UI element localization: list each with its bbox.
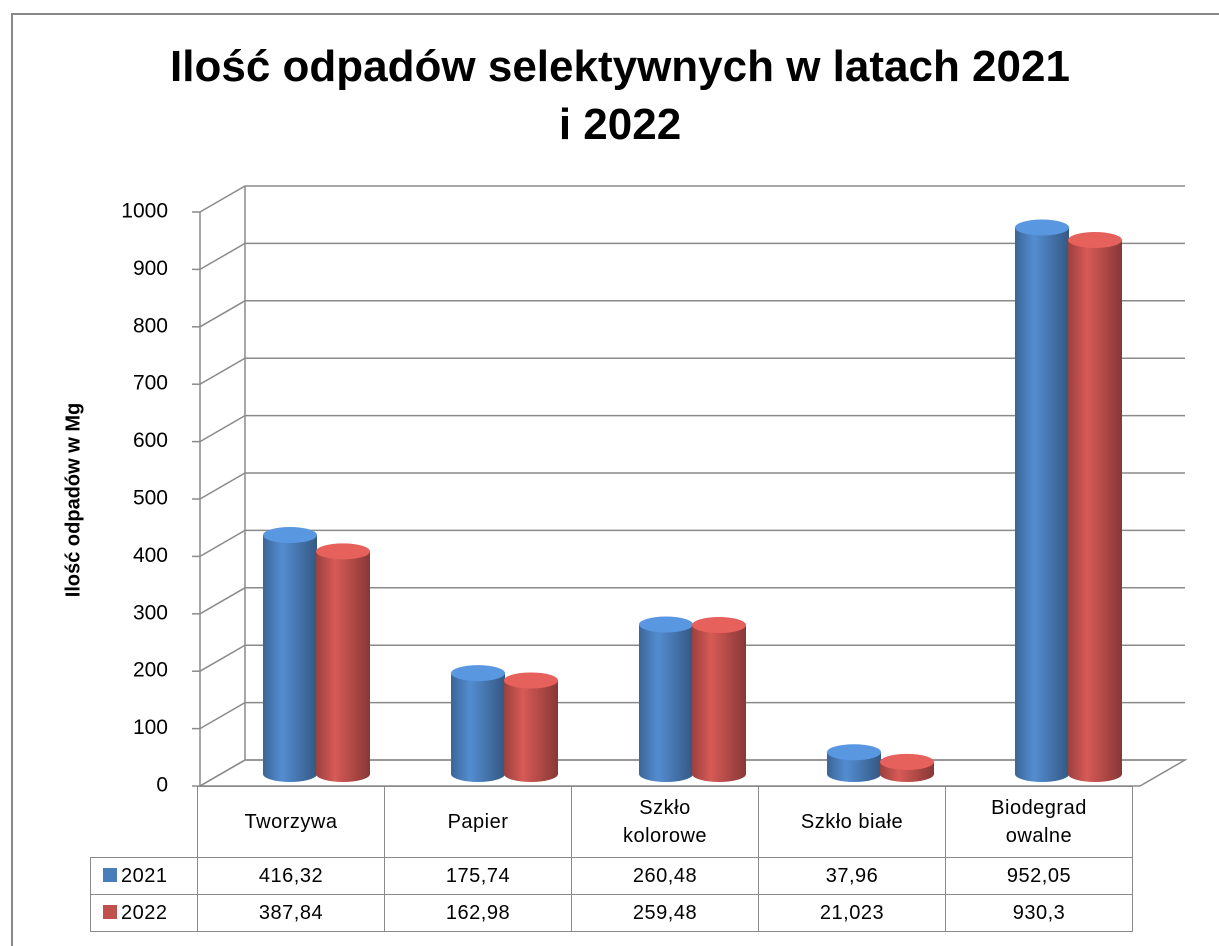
bar-body — [692, 625, 746, 782]
bar — [1015, 219, 1069, 782]
bar-body — [504, 680, 558, 782]
grid-line — [199, 185, 1185, 213]
grid-line — [199, 242, 1185, 271]
chart-title: Ilość odpadów selektywnych w latach 2021… — [170, 42, 1070, 149]
bar-top — [451, 665, 505, 682]
y-tick-label: 600 — [133, 429, 168, 452]
y-tick-label: 0 — [156, 774, 168, 797]
bar-body — [1068, 240, 1122, 782]
category-cell: Tworzywa — [197, 786, 385, 858]
category-label: Szkło kolorowe — [622, 797, 708, 847]
bar-top — [263, 527, 317, 544]
value-cell: 21,023 — [758, 894, 946, 932]
bar — [504, 672, 558, 782]
bar-top — [880, 753, 934, 770]
value-cell: 37,96 — [758, 857, 946, 895]
y-tick-label: 200 — [133, 659, 168, 682]
value-cell: 260,48 — [571, 857, 759, 895]
data-table: Tworzywa Papier Szkło kolorowe Szkło białe B… — [90, 786, 1133, 932]
value-cell: 175,74 — [384, 857, 572, 895]
table-corner — [90, 786, 198, 858]
y-tick-label: 500 — [133, 487, 168, 510]
y-axis-label: Ilość odpadów w Mg — [62, 403, 84, 597]
grid-line — [199, 587, 1185, 615]
value-cell: 162,98 — [384, 894, 572, 932]
y-tick-label: 700 — [133, 372, 168, 395]
bar — [880, 753, 934, 782]
category-cell: Papier — [384, 786, 572, 858]
category-cell: Szkło białe — [758, 786, 946, 858]
grid-line — [199, 300, 1185, 328]
y-tick-label: 900 — [133, 257, 168, 280]
bar-top — [504, 672, 558, 689]
value-cell: 416,32 — [197, 857, 385, 895]
grid-line — [199, 701, 1185, 730]
category-label: Papier — [447, 811, 509, 833]
legend-label: 2021 — [121, 864, 168, 887]
bar-top — [639, 616, 693, 633]
bar — [692, 617, 746, 782]
category-cell: Szkło kolorowe — [571, 786, 759, 858]
bar — [1068, 232, 1122, 782]
frame — [11, 13, 1219, 946]
bar-body — [451, 673, 505, 782]
grid-line — [199, 472, 1185, 500]
legend-swatch — [103, 867, 117, 882]
y-tick-label: 400 — [133, 544, 168, 567]
category-label: Tworzywa — [244, 811, 338, 833]
bar-body — [316, 551, 370, 782]
legend-swatch — [103, 904, 117, 919]
bar — [316, 543, 370, 782]
category-cell: Biodegrad owalne — [945, 786, 1133, 858]
value-cell: 930,3 — [945, 894, 1133, 932]
value-cell: 952,05 — [945, 857, 1133, 895]
bar-top — [692, 617, 746, 634]
grid-line — [199, 644, 1185, 672]
category-label: Biodegrad owalne — [991, 797, 1087, 847]
value-cell: 259,48 — [571, 894, 759, 932]
bar — [827, 744, 881, 782]
grid-line — [199, 529, 1185, 558]
bar-top — [827, 744, 881, 761]
legend-cell: 2022 — [90, 894, 198, 932]
bar-body — [263, 535, 317, 782]
table-row: 2022 387,84 162,98 259,48 21,023 930,3 — [90, 894, 1133, 932]
category-label: Szkło białe — [800, 811, 904, 833]
bar — [639, 616, 693, 782]
bar-top — [316, 543, 370, 560]
grid-line — [199, 357, 1185, 385]
bar-body — [639, 624, 693, 782]
bar — [263, 527, 317, 782]
table-header-row: Tworzywa Papier Szkło kolorowe Szkło białe B… — [90, 786, 1133, 858]
bar-body — [827, 752, 881, 782]
legend-cell: 2021 — [90, 857, 198, 895]
y-tick-label: 100 — [133, 716, 168, 739]
grid-line — [199, 414, 1185, 443]
y-tick-label: 300 — [133, 601, 168, 624]
bar — [451, 665, 505, 782]
bar-top — [1015, 219, 1069, 236]
bar-body — [1015, 227, 1069, 782]
table-row: 2021 416,32 175,74 260,48 37,96 952,05 — [90, 857, 1133, 895]
bar-top — [1068, 232, 1122, 249]
value-cell: 387,84 — [197, 894, 385, 932]
y-tick-label: 1000 — [121, 200, 168, 223]
legend-label: 2022 — [121, 901, 168, 924]
y-tick-label: 800 — [133, 314, 168, 337]
